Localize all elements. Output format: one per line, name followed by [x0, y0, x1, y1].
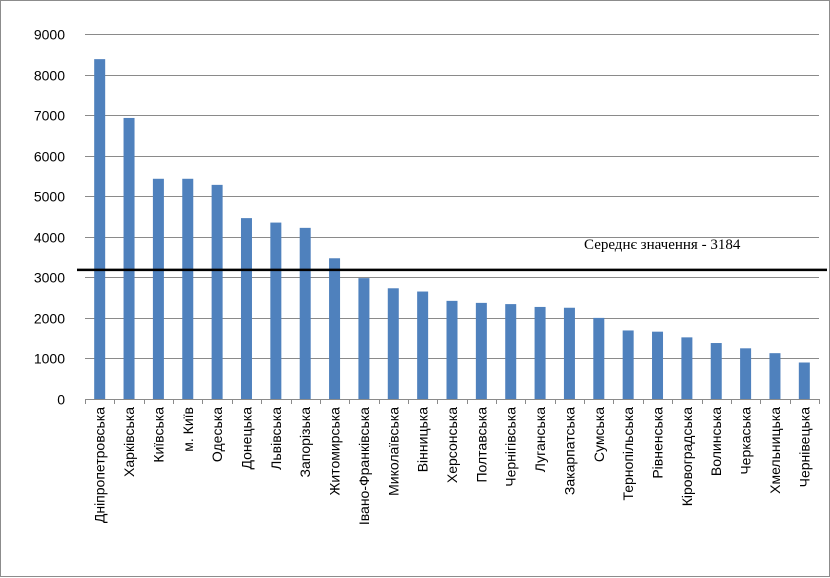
bar: [446, 300, 458, 399]
x-category-label: Хмельницька: [767, 407, 783, 494]
bar: [211, 184, 223, 399]
x-category-label: Київська: [150, 407, 166, 463]
x-category-label: м. Київ: [180, 407, 196, 452]
bar: [387, 288, 399, 399]
x-category-label: Полтавська: [473, 407, 489, 483]
x-category-label: Закарпатська: [561, 407, 577, 495]
gridlines: [85, 34, 819, 359]
x-category-label: Черкаська: [738, 407, 754, 475]
average-reference: Середнє значення - 3184: [77, 237, 827, 272]
y-tick-label: 3000: [34, 270, 65, 286]
x-category-label: Запорізька: [297, 407, 313, 478]
bar: [534, 306, 546, 399]
x-category-label: Івано-Франківська: [356, 407, 372, 525]
bar: [329, 258, 341, 399]
bar: [270, 222, 282, 399]
bar: [299, 227, 311, 399]
y-tick-label: 4000: [34, 230, 65, 246]
y-tick-label: 7000: [34, 108, 65, 124]
x-category-label: Чернівецька: [796, 407, 812, 488]
x-category-label: Одеська: [209, 407, 225, 462]
x-category-label: Житомирська: [327, 407, 343, 496]
x-category-label: Чернігівська: [503, 407, 519, 487]
x-category-label: Херсонська: [444, 407, 460, 483]
x-category-label: Донецька: [238, 407, 254, 470]
bar: [681, 337, 693, 399]
bar: [798, 362, 810, 399]
y-tick-label: 5000: [34, 189, 65, 205]
bar: [740, 348, 752, 399]
bar: [769, 353, 781, 399]
bar: [652, 331, 664, 399]
y-tick-label: 0: [57, 392, 65, 408]
bar: [123, 117, 135, 399]
bar: [182, 178, 194, 399]
bar: [563, 307, 575, 399]
x-category-label: Вінницька: [415, 407, 431, 472]
average-label: Середнє значення - 3184: [584, 237, 741, 253]
x-category-label: Тернопільська: [620, 407, 636, 501]
y-axis-tick-labels: 0 1000 2000 3000 4000 5000 6000 7000 8000 9000: [34, 27, 65, 408]
x-category-label: Дніпропетровська: [92, 407, 108, 523]
bar: [710, 343, 722, 399]
x-category-label: Миколаївська: [385, 407, 401, 496]
x-category-label: Рівненська: [650, 407, 666, 479]
x-category-label: Луганська: [532, 407, 548, 472]
bar: [622, 330, 634, 399]
bar: [152, 178, 164, 399]
bar: [358, 278, 370, 399]
y-tick-label: 9000: [34, 27, 65, 43]
x-axis: [85, 399, 820, 404]
bar: [505, 304, 517, 399]
x-category-label: Львівська: [268, 407, 284, 470]
bar: [475, 302, 487, 399]
x-axis-category-labels: Дніпропетровська Харківська Київська м. Киї…: [92, 407, 813, 525]
bar: [240, 218, 252, 399]
y-tick-label: 2000: [34, 311, 65, 327]
x-category-label: Кіровоградська: [679, 407, 695, 506]
bar: [417, 291, 429, 399]
bar: [593, 317, 605, 399]
y-tick-label: 1000: [34, 351, 65, 367]
x-category-label: Сумська: [591, 407, 607, 462]
x-category-label: Волинська: [708, 407, 724, 476]
y-tick-label: 6000: [34, 149, 65, 165]
x-category-label: Харківська: [121, 407, 137, 477]
bars: [94, 59, 810, 399]
y-tick-label: 8000: [34, 68, 65, 84]
bar: [94, 59, 106, 399]
